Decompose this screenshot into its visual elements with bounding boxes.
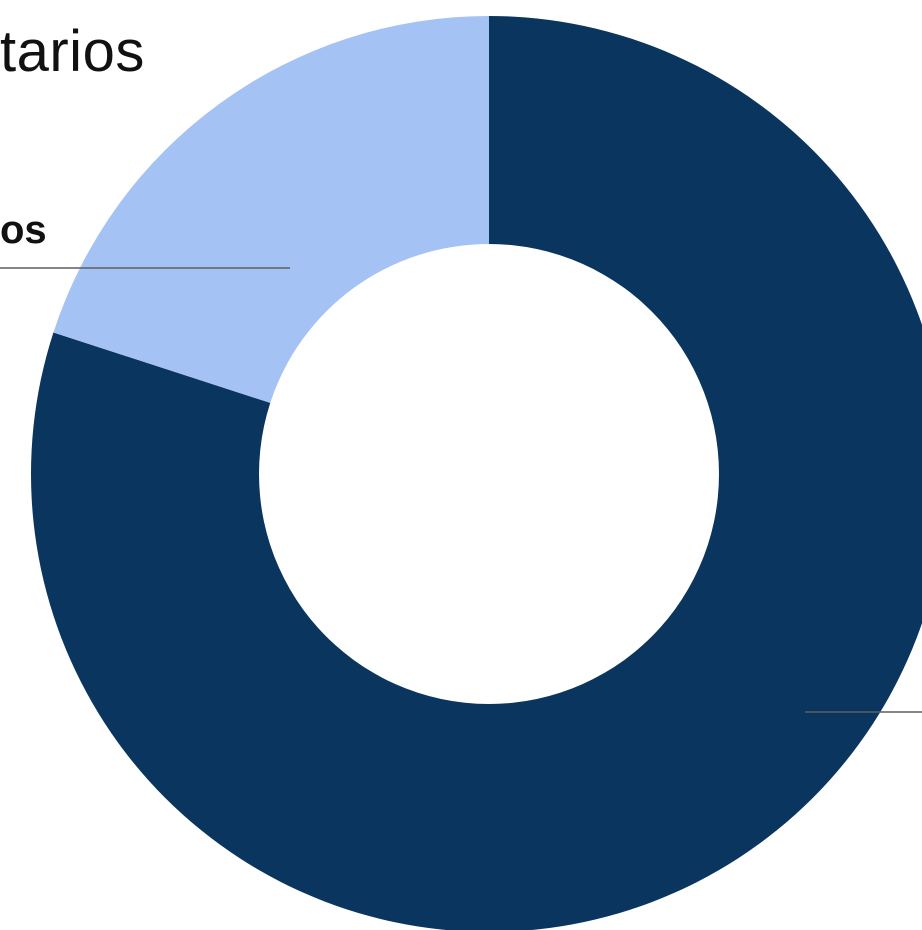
slice-label-light: os bbox=[0, 208, 47, 252]
chart-title: tarios bbox=[0, 19, 145, 84]
slice-light bbox=[53, 16, 490, 403]
slice-dark bbox=[31, 16, 922, 930]
leader-lines-layer bbox=[0, 267, 922, 713]
slices-layer bbox=[31, 16, 922, 930]
